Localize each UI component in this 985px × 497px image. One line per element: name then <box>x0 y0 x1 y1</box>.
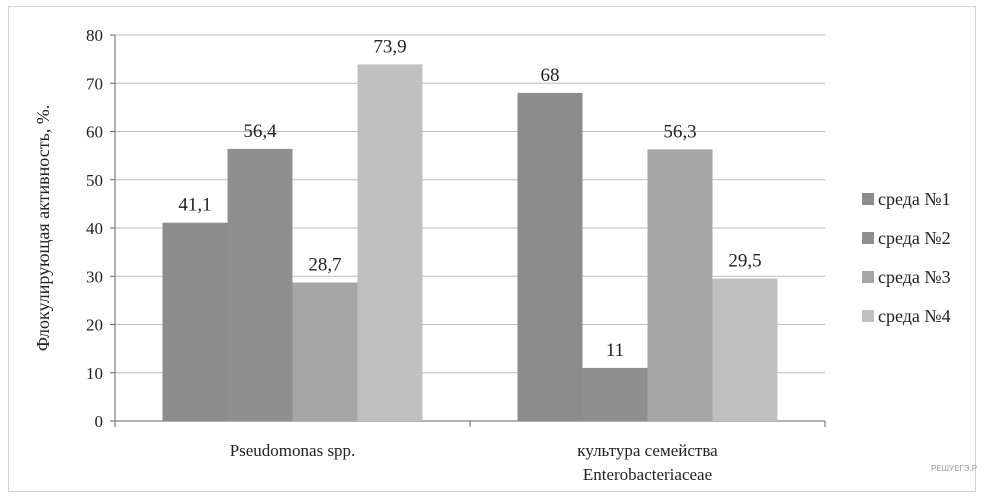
y-axis-title: Флокулирующая активность, %. <box>33 105 53 352</box>
data-label: 73,9 <box>373 36 406 57</box>
legend-swatch <box>862 310 874 322</box>
bar <box>357 64 423 422</box>
y-tick-label: 0 <box>95 412 104 431</box>
x-category-label: культура семейства <box>577 441 718 460</box>
data-label: 56,4 <box>243 121 277 142</box>
watermark-text: РЕШУЕГЭ.Р <box>931 464 977 473</box>
bar <box>582 367 648 421</box>
y-tick-label: 80 <box>86 26 103 45</box>
x-category-label: Pseudomonas spp. <box>230 441 356 460</box>
legend-label: среда №4 <box>878 306 951 326</box>
y-tick-label: 70 <box>86 74 103 93</box>
legend-swatch <box>862 193 874 205</box>
data-label: 68 <box>541 65 560 86</box>
bar <box>712 278 778 421</box>
x-category-label: Enterobacteriaceae <box>583 465 712 484</box>
chart-frame <box>8 6 976 492</box>
bar <box>292 282 358 421</box>
legend-label: среда №2 <box>878 228 951 248</box>
y-tick-label: 60 <box>86 123 103 142</box>
data-label: 28,7 <box>308 255 341 276</box>
bar <box>647 149 713 422</box>
legend-label: среда №1 <box>878 189 951 209</box>
legend-label: среда №3 <box>878 267 951 287</box>
y-tick-label: 30 <box>86 267 103 286</box>
bar <box>227 148 293 421</box>
y-tick-label: 50 <box>86 171 103 190</box>
bar <box>517 92 583 422</box>
data-label: 11 <box>606 340 624 361</box>
y-tick-label: 40 <box>86 219 103 238</box>
data-label: 41,1 <box>178 195 211 216</box>
data-label: 29,5 <box>728 251 761 272</box>
legend-swatch <box>862 271 874 283</box>
bar <box>162 222 228 421</box>
data-label: 56,3 <box>663 121 696 142</box>
legend-swatch <box>862 232 874 244</box>
y-tick-label: 20 <box>86 316 103 335</box>
y-tick-label: 10 <box>86 364 103 383</box>
